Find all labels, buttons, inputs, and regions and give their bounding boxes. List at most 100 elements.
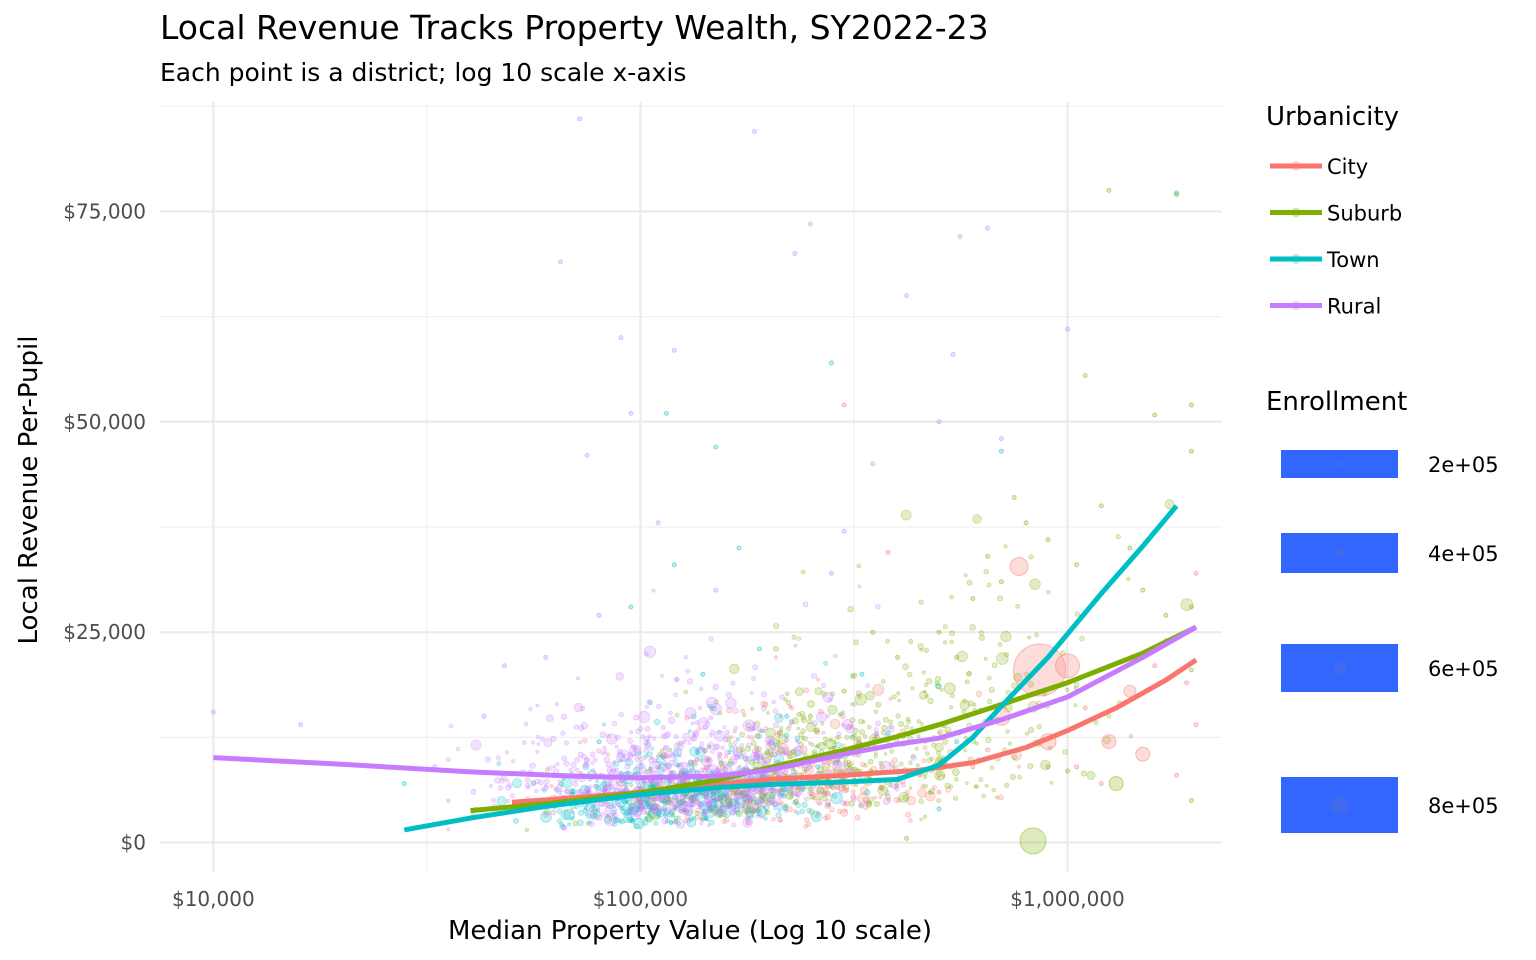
district-point-city — [741, 799, 747, 804]
district-point-town — [756, 760, 761, 764]
district-point-rural — [809, 791, 815, 797]
district-point-town — [756, 805, 768, 818]
district-point-town — [750, 795, 756, 801]
district-point-rural — [682, 732, 692, 742]
district-point-suburb — [983, 656, 988, 661]
district-point-rural — [495, 755, 501, 761]
district-point-city — [608, 817, 613, 822]
district-point-town — [746, 815, 751, 821]
district-point-town — [496, 761, 502, 767]
district-point-suburb — [989, 765, 995, 771]
district-point-rural — [687, 797, 691, 801]
district-point-rural — [677, 753, 682, 758]
district-point-city — [1135, 746, 1151, 762]
district-point-city — [815, 798, 822, 805]
district-point-town — [592, 813, 598, 819]
district-point-town — [686, 817, 697, 828]
district-point-city — [773, 655, 778, 660]
district-point-suburb — [585, 821, 590, 826]
district-point-suburb — [852, 733, 857, 738]
district-point-town — [741, 807, 747, 812]
district-point-suburb — [984, 783, 989, 788]
district-point-suburb — [775, 740, 781, 745]
district-point-town — [612, 816, 618, 821]
district-point-town — [711, 705, 717, 712]
district-point-rural — [717, 755, 721, 759]
district-point-town — [590, 803, 596, 809]
district-point-town — [648, 766, 653, 771]
district-point-rural — [578, 740, 583, 745]
district-point-city — [714, 809, 719, 815]
district-point-suburb — [852, 766, 858, 772]
district-point-town — [708, 819, 715, 826]
district-point-town — [570, 816, 575, 821]
district-point-town — [784, 713, 790, 719]
district-point-rural — [900, 782, 906, 788]
district-point-suburb — [742, 712, 747, 718]
district-point-rural — [751, 802, 759, 809]
district-point-town — [606, 801, 615, 810]
district-point-rural — [665, 763, 673, 770]
district-point-city — [846, 759, 852, 765]
district-point-suburb — [883, 752, 888, 756]
district-point-rural — [642, 780, 647, 785]
district-point-rural — [762, 760, 767, 765]
district-point-rural — [699, 687, 704, 692]
district-point-city — [701, 755, 713, 768]
district-point-suburb — [922, 689, 927, 694]
district-point-town — [734, 797, 746, 809]
district-point-rural — [628, 808, 634, 814]
district-point-city — [757, 790, 763, 795]
district-point-suburb — [837, 712, 842, 717]
district-point-rural — [712, 791, 718, 797]
district-point-suburb — [959, 699, 971, 711]
district-point-town — [663, 410, 669, 416]
district-point-town — [686, 809, 693, 816]
district-point-town — [614, 817, 621, 823]
district-point-suburb — [948, 784, 953, 789]
district-point-rural — [581, 753, 588, 760]
district-point-town — [638, 805, 644, 811]
district-point-town — [618, 759, 623, 763]
district-point-town — [698, 800, 709, 811]
district-point-rural — [570, 761, 577, 769]
district-point-city — [740, 708, 745, 714]
district-point-town — [656, 808, 666, 818]
district-point-rural — [731, 822, 737, 828]
district-point-town — [643, 816, 649, 821]
district-point-suburb — [867, 725, 872, 730]
district-point-city — [1009, 557, 1029, 576]
district-point-town — [643, 796, 650, 803]
district-point-rural — [547, 765, 553, 771]
district-point-city — [760, 756, 765, 761]
district-point-rural — [673, 733, 679, 740]
district-point-rural — [772, 722, 779, 729]
district-point-city — [722, 791, 729, 797]
district-point-suburb — [923, 682, 928, 688]
district-point-town — [885, 730, 891, 736]
district-point-rural — [674, 677, 680, 682]
district-point-city — [830, 785, 837, 791]
district-point-town — [659, 753, 663, 758]
district-point-rural — [734, 755, 739, 760]
district-point-rural — [603, 756, 610, 763]
district-point-rural — [788, 719, 795, 725]
district-point-rural — [743, 790, 750, 797]
district-point-town — [642, 819, 649, 827]
district-point-suburb — [857, 718, 864, 725]
district-point-town — [556, 808, 563, 814]
district-point-suburb — [965, 671, 972, 677]
district-point-rural — [685, 668, 691, 674]
district-point-city — [854, 814, 861, 821]
district-point-city — [825, 790, 832, 797]
district-point-rural — [664, 766, 670, 772]
district-point-rural — [602, 787, 607, 792]
district-point-town — [778, 792, 783, 798]
district-point-rural — [640, 734, 646, 740]
district-point-city — [760, 700, 767, 708]
district-point-rural — [690, 721, 695, 726]
district-point-suburb — [1152, 412, 1158, 418]
district-point-suburb — [797, 741, 804, 748]
district-point-town — [808, 786, 814, 792]
district-point-town — [713, 444, 719, 450]
